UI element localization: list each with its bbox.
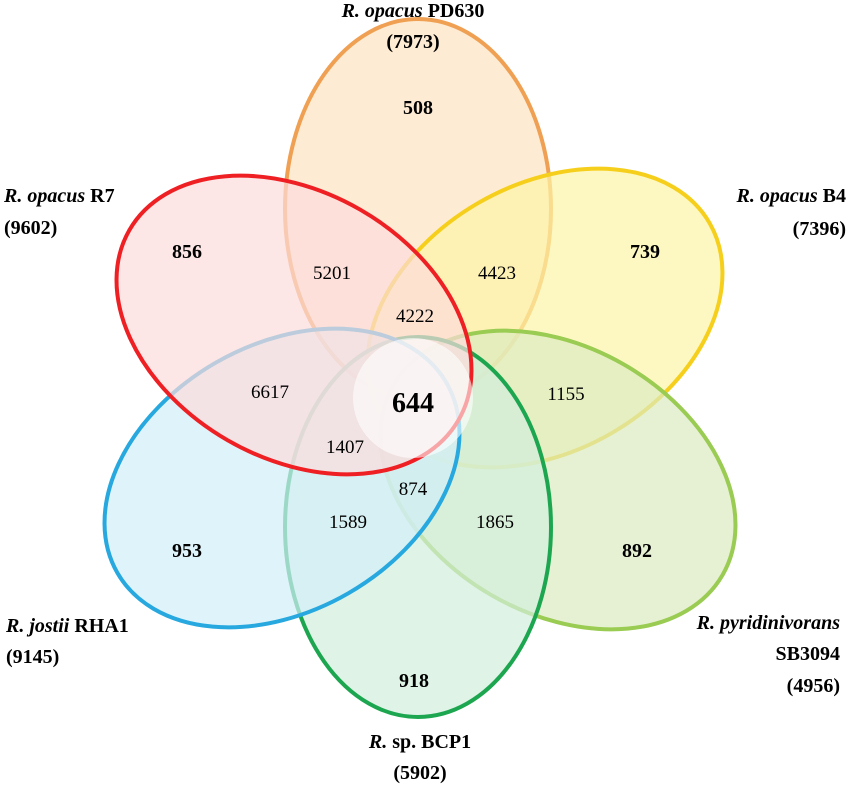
unique-counts: 508 739 892 918 953 856	[172, 97, 660, 692]
overlap-r7-rha1: 6617	[251, 382, 289, 403]
overlap-pd630-b4: 4423	[478, 263, 516, 284]
label-bcp1: R. sp. BCP1	[368, 731, 471, 753]
label-sb3094-genus: R. pyridinivorans	[696, 612, 841, 634]
label-r7: R. opacus R7	[3, 185, 115, 207]
set-labels: R. opacus PD630 (7973) R. opacus B4 (739…	[3, 0, 846, 784]
total-r7: (9602)	[4, 217, 57, 239]
core-count: 644	[392, 388, 434, 419]
overlap-b4-sb3094: 1155	[547, 384, 584, 405]
unique-r7: 856	[172, 241, 202, 263]
label-sb3094-strain: SB3094	[776, 643, 840, 665]
total-pd630: (7973)	[386, 31, 439, 53]
unique-pd630: 508	[403, 97, 433, 119]
total-bcp1: (5902)	[393, 762, 446, 784]
unique-b4: 739	[630, 241, 660, 263]
unique-sb3094: 892	[622, 540, 652, 562]
venn-ellipses	[102, 17, 738, 719]
overlap-r7-pd630: 5201	[313, 263, 351, 284]
label-pd630: R. opacus PD630	[341, 0, 485, 22]
core-circle	[353, 338, 473, 458]
overlap-rha1-bcp1-sb3094: 874	[399, 479, 428, 500]
total-sb3094: (4956)	[787, 675, 840, 697]
overlap-counts: 5201 4423 4222 6617 1155 1407 874 1589 1…	[251, 263, 585, 533]
unique-rha1: 953	[172, 540, 202, 562]
total-rha1: (9145)	[6, 646, 59, 668]
overlap-r7-rha1-bcp1: 1407	[326, 437, 364, 458]
total-b4: (7396)	[793, 218, 846, 240]
overlap-bcp1-sb3094: 1865	[476, 512, 514, 533]
label-b4: R. opacus B4	[736, 185, 846, 207]
label-rha1: R. jostii RHA1	[5, 615, 129, 637]
overlap-rha1-bcp1: 1589	[329, 512, 367, 533]
unique-bcp1: 918	[399, 670, 429, 692]
overlap-r7-pd630-b4: 4222	[396, 306, 434, 327]
